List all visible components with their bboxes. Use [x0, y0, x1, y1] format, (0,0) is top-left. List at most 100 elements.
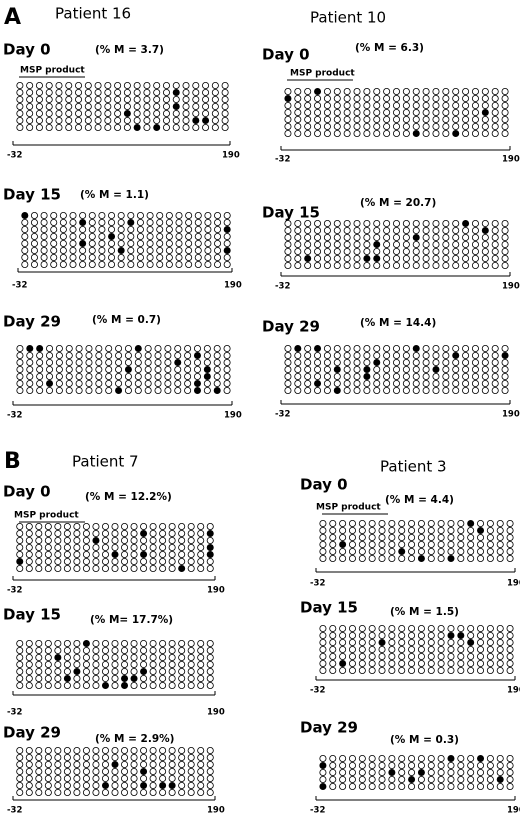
cpg-site	[35, 654, 43, 662]
cpg-site	[392, 379, 400, 387]
cpg-site	[168, 768, 176, 776]
cpg-site	[108, 239, 116, 247]
cpg-site	[44, 537, 52, 545]
cpg-site	[73, 768, 81, 776]
cpg-site	[501, 129, 509, 137]
cpg-site	[491, 358, 499, 366]
cpg-site	[501, 372, 509, 380]
axis-start: -32	[7, 586, 22, 596]
cpg-site	[388, 555, 396, 563]
cpg-site	[358, 632, 366, 640]
cpg-site	[149, 530, 157, 538]
cpg-site	[477, 660, 485, 668]
cpg-site	[378, 541, 386, 549]
cpg-site	[427, 769, 435, 777]
cpg-site	[447, 541, 455, 549]
cpg-site	[111, 565, 119, 573]
cpg-site	[194, 232, 202, 240]
cpg-site	[486, 527, 494, 535]
cpg-site	[363, 95, 371, 103]
cpg-site	[45, 82, 53, 90]
cpg-site	[408, 769, 416, 777]
cpg-site	[304, 240, 312, 248]
cpg-site	[319, 660, 327, 668]
cpg-site	[197, 661, 205, 669]
axis-start: -32	[7, 151, 22, 161]
cpg-site	[79, 232, 87, 240]
cpg-site	[477, 762, 485, 770]
cpg-site	[26, 386, 34, 394]
cpg-site	[159, 761, 167, 769]
cpg-site	[462, 95, 470, 103]
cpg-site	[432, 372, 440, 380]
day-title: Day 0	[262, 46, 310, 64]
cpg-site	[144, 379, 152, 387]
cpg-site	[16, 768, 24, 776]
cpg-site	[343, 219, 351, 227]
cpg-site	[501, 247, 509, 255]
cpg-site	[172, 82, 180, 90]
cpg-site	[348, 769, 356, 777]
cpg-site	[25, 761, 33, 769]
cpg-site	[363, 365, 371, 373]
cpg-site	[363, 88, 371, 96]
cpg-site	[154, 372, 162, 380]
cpg-site	[127, 239, 135, 247]
cpg-site	[481, 88, 489, 96]
cpg-site	[284, 261, 292, 269]
cpg-site	[136, 246, 144, 254]
axis-end: 190	[222, 151, 240, 161]
cpg-site	[467, 660, 475, 668]
cpg-site	[140, 647, 148, 655]
cpg-site	[353, 372, 361, 380]
cpg-site	[92, 775, 100, 783]
cpg-site	[172, 103, 180, 111]
cpg-site	[348, 534, 356, 542]
cpg-site	[284, 219, 292, 227]
cpg-site	[25, 565, 33, 573]
cpg-site	[54, 640, 62, 648]
cpg-site	[178, 754, 186, 762]
cpg-site	[481, 344, 489, 352]
cpg-site	[159, 523, 167, 531]
cpg-site	[187, 782, 195, 790]
cpg-site	[63, 782, 71, 790]
cpg-site	[168, 782, 176, 790]
cpg-site	[343, 351, 351, 359]
cpg-site	[85, 358, 93, 366]
cpg-site	[88, 232, 96, 240]
cpg-site	[467, 548, 475, 556]
cpg-site	[149, 768, 157, 776]
cpg-site	[25, 782, 33, 790]
cpg-site	[111, 551, 119, 559]
cpg-site	[447, 755, 455, 763]
cpg-site	[323, 365, 331, 373]
cpg-site	[95, 386, 103, 394]
cpg-site	[178, 551, 186, 559]
cpg-site	[63, 682, 71, 690]
cpg-site	[187, 747, 195, 755]
cpg-site	[197, 782, 205, 790]
cpg-site	[50, 232, 58, 240]
cpg-site	[284, 240, 292, 248]
cpg-site	[501, 233, 509, 241]
cpg-site	[101, 768, 109, 776]
cpg-site	[197, 640, 205, 648]
cpg-site	[481, 233, 489, 241]
cpg-site	[16, 124, 24, 132]
cpg-site	[491, 129, 499, 137]
cpg-site	[388, 632, 396, 640]
cpg-site	[162, 124, 170, 132]
cpg-site	[21, 218, 29, 226]
cpg-site	[73, 747, 81, 755]
cpg-site	[117, 225, 125, 233]
cpg-site	[25, 544, 33, 552]
cpg-site	[329, 762, 337, 770]
cpg-site	[174, 351, 182, 359]
cpg-site	[121, 530, 129, 538]
cpg-site	[192, 96, 200, 104]
cpg-site	[95, 358, 103, 366]
cpg-site	[206, 523, 214, 531]
cpg-site	[471, 261, 479, 269]
cpg-site	[442, 88, 450, 96]
